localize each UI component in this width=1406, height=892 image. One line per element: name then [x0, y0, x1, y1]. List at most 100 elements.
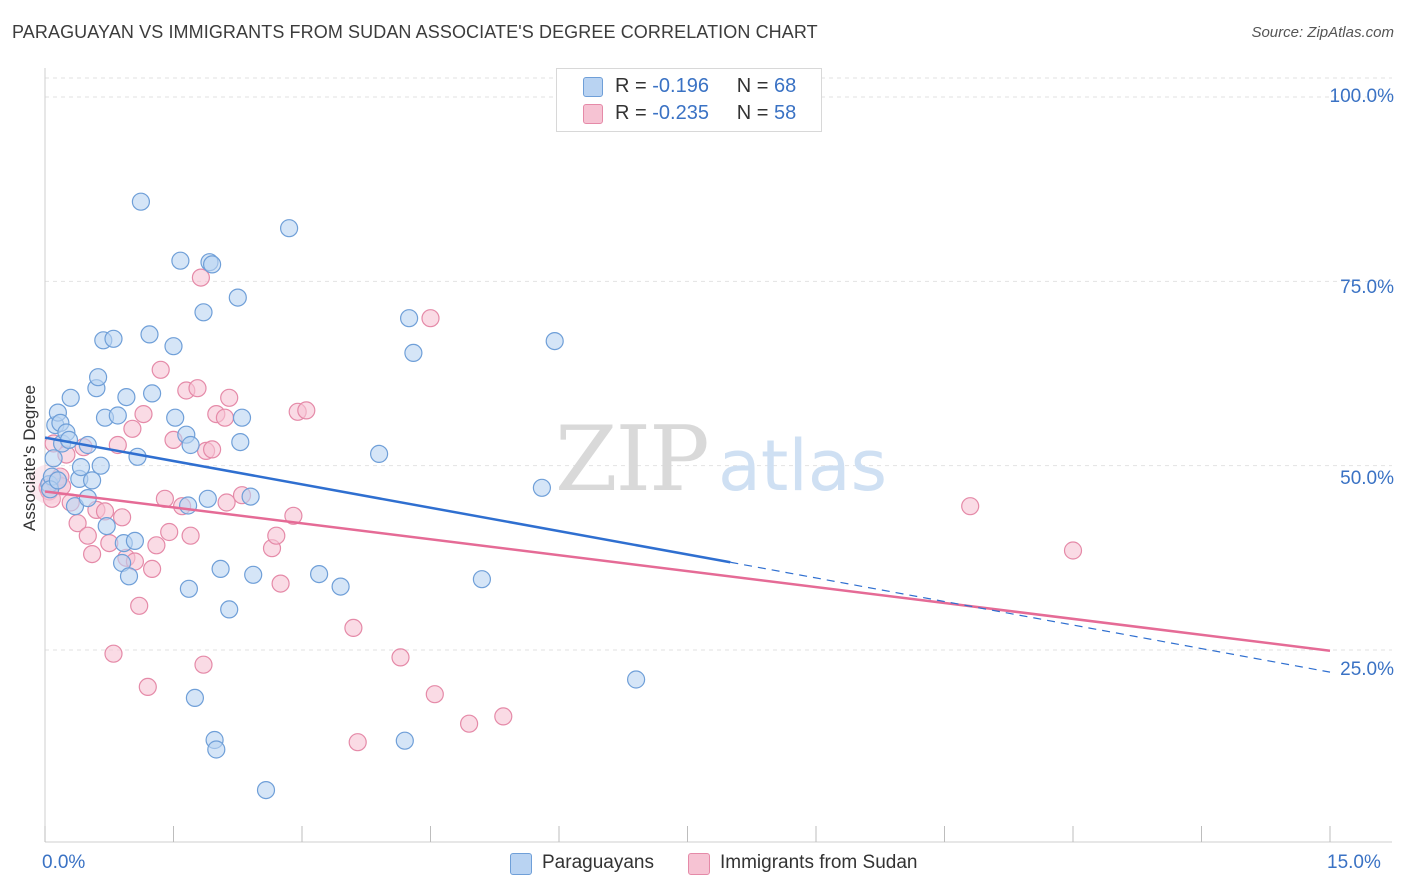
paraguayan-point	[166, 408, 185, 427]
y-tick-label: 100.0%	[1329, 86, 1394, 107]
paraguayan-point	[143, 384, 162, 403]
correlation-legend: R = -0.196 N = 68 R = -0.235 N = 58	[556, 68, 822, 132]
series-name: Immigrants from Sudan	[720, 852, 918, 873]
paraguayan-point	[125, 531, 144, 551]
paraguayan-point	[164, 337, 183, 356]
paraguayan-point	[532, 478, 552, 497]
sudan-point	[271, 574, 290, 593]
sudan-point	[425, 685, 444, 704]
legend-swatch-blue	[583, 77, 603, 97]
paraguayan-point	[228, 288, 247, 307]
sudan-point	[123, 419, 142, 438]
sudan-point	[284, 506, 303, 525]
paraguayan-point	[119, 567, 139, 586]
watermark-zip: ZIP	[555, 407, 708, 512]
legend-r-label: R =	[615, 102, 647, 124]
paraguayan-point	[44, 449, 63, 468]
paraguayan-point	[179, 496, 198, 515]
paraguayan-point	[395, 731, 414, 750]
sudan-point	[147, 536, 166, 555]
sudan-point	[134, 405, 153, 424]
y-tick-label: 50.0%	[1340, 468, 1394, 489]
sudan-point	[82, 544, 102, 564]
paraguayan-point	[331, 577, 350, 596]
paraguayan-point	[131, 192, 150, 211]
sudan-point	[460, 714, 479, 733]
gridlines	[45, 77, 1392, 651]
x-tick-label: 0.0%	[42, 852, 86, 873]
paraguayan-point	[370, 444, 389, 463]
watermark: ZIP atlas	[555, 407, 887, 512]
paraguayan-point	[194, 303, 213, 322]
legend-swatch-blue	[510, 853, 532, 875]
paraguayan-point	[117, 388, 136, 407]
sudan-point	[191, 268, 210, 287]
legend-r-value: -0.235	[652, 102, 709, 124]
paraguayan-point	[71, 458, 91, 477]
paraguayan-point	[82, 471, 102, 490]
sudan-point	[203, 440, 222, 459]
sudan-point	[138, 677, 157, 697]
sudan-point	[344, 618, 363, 638]
sudan-point	[160, 522, 179, 542]
legend-n-value: 58	[774, 102, 797, 124]
paraguayan-point	[545, 332, 564, 351]
paraguayan-point	[108, 406, 127, 425]
paraguayan-point	[48, 471, 68, 490]
series-name: Paraguayans	[542, 852, 654, 873]
paraguayan-point	[211, 559, 230, 579]
sudan-point	[143, 559, 162, 579]
paraguayan-point	[198, 489, 217, 508]
paraguayan-point	[400, 309, 419, 328]
sudan-point	[391, 648, 410, 667]
paraguayan-point	[232, 408, 252, 427]
paraguayan-point	[404, 343, 423, 362]
axes	[44, 68, 1392, 843]
paraguayan-point	[310, 564, 329, 584]
paraguayan-point	[88, 368, 108, 387]
chart-title: PARAGUAYAN VS IMMIGRANTS FROM SUDAN ASSO…	[12, 22, 818, 42]
paraguayan-trend-line	[44, 436, 731, 564]
paraguayan-trend-extension	[730, 561, 1331, 673]
sudan-point	[220, 388, 239, 407]
sudan-trend-line	[44, 490, 1331, 652]
sudan-point	[130, 596, 149, 615]
legend-r-value: -0.196	[652, 75, 709, 97]
y-tick-label: 75.0%	[1340, 277, 1394, 298]
sudan-point	[421, 309, 440, 328]
sudan-point	[217, 493, 236, 512]
paraguayan-point	[91, 456, 110, 475]
paraguayan-point	[231, 433, 250, 452]
sudan-point	[348, 733, 367, 752]
paraguayan-point	[280, 219, 299, 238]
x-tick-label: 15.0%	[1327, 852, 1381, 873]
source-credit: Source: ZipAtlas.com	[1251, 24, 1394, 41]
series-paraguayans-points	[40, 192, 646, 800]
paraguayan-point	[171, 251, 190, 270]
sudan-point	[1063, 541, 1083, 560]
sudan-point	[112, 508, 132, 527]
legend-n-label: N =	[736, 75, 769, 97]
sudan-point	[151, 360, 170, 379]
sudan-point	[961, 497, 980, 516]
legend-r-label: R =	[615, 75, 647, 97]
paraguayan-point	[104, 329, 123, 348]
legend-swatch-pink	[583, 104, 603, 124]
paraguayan-point	[207, 740, 226, 759]
paraguayan-point	[97, 516, 116, 536]
legend-swatch-pink	[688, 853, 710, 875]
paraguayan-point	[61, 388, 80, 407]
paraguayan-point	[203, 255, 222, 274]
paraguayan-point	[626, 670, 646, 689]
sudan-point	[188, 379, 207, 398]
y-tick-label: 25.0%	[1340, 659, 1394, 680]
paraguayan-point	[256, 780, 276, 800]
legend-n-value: 68	[774, 75, 797, 97]
sudan-point	[194, 655, 213, 674]
paraguayan-point	[241, 487, 260, 506]
trend-lines	[44, 436, 1331, 673]
paraguayan-point	[244, 565, 263, 584]
paraguayan-point	[220, 600, 239, 619]
sudan-point	[215, 408, 234, 427]
sudan-point	[104, 644, 123, 663]
